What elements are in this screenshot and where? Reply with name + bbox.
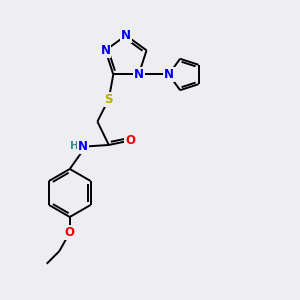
- Text: S: S: [105, 93, 113, 106]
- Text: N: N: [134, 68, 144, 81]
- Text: O: O: [125, 134, 135, 147]
- Text: N: N: [100, 44, 110, 57]
- Text: N: N: [121, 29, 131, 42]
- Text: H: H: [70, 142, 79, 152]
- Text: N: N: [164, 68, 174, 81]
- Text: N: N: [78, 140, 88, 153]
- Text: O: O: [65, 226, 75, 239]
